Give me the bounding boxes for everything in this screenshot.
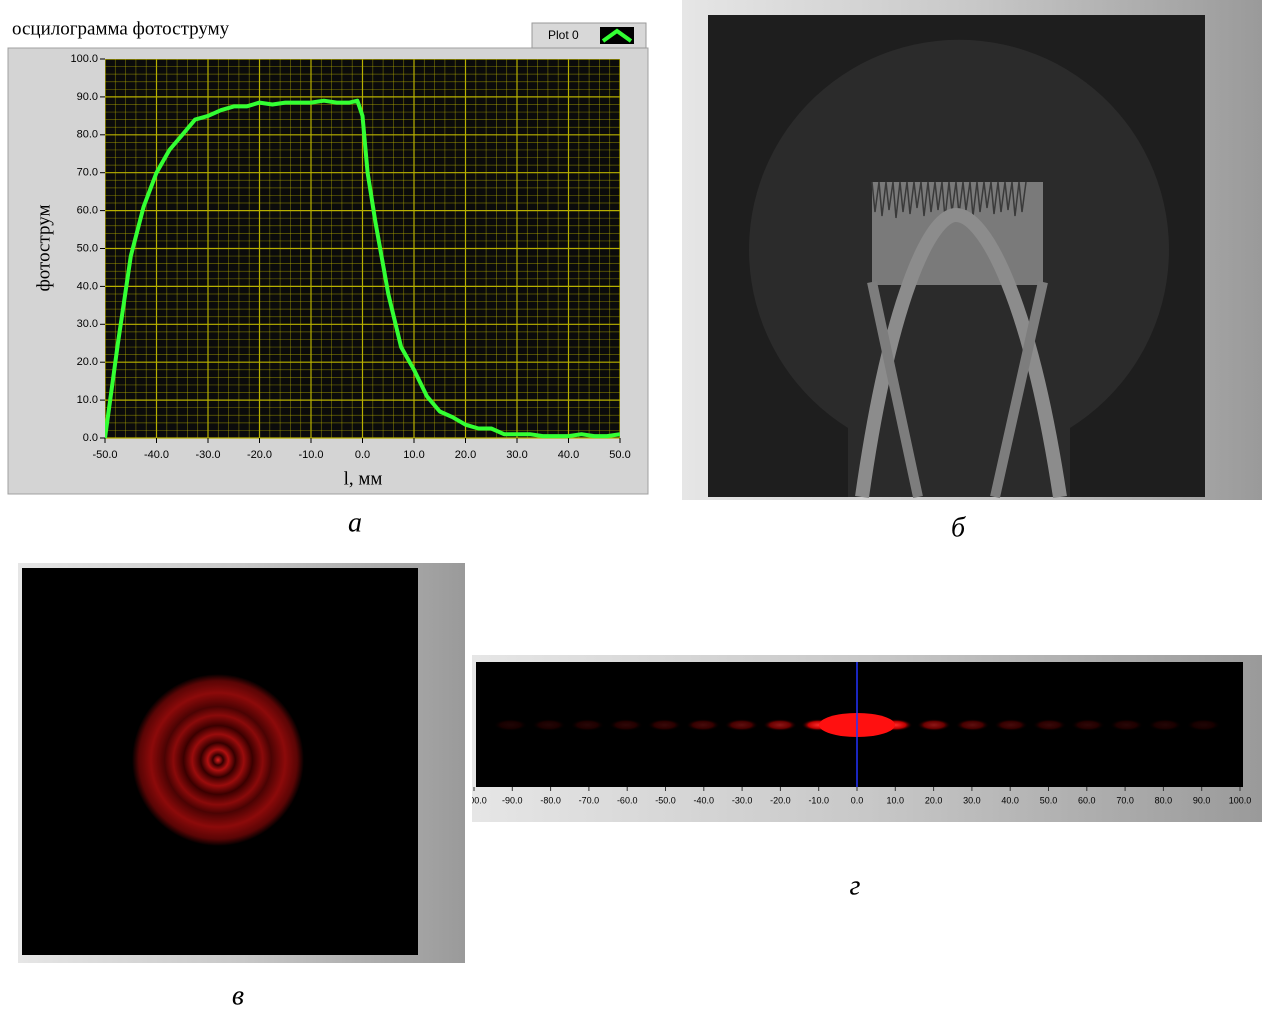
x-tick-label: 50.0 [609, 449, 630, 461]
x-tick-label: -100.0 [461, 795, 487, 805]
side-spot [494, 719, 528, 731]
y-axis-label: фотострум [33, 204, 54, 291]
x-tick-label: -30.0 [732, 795, 753, 805]
side-spot [571, 719, 605, 731]
side-spot [1187, 719, 1221, 731]
x-tick-label: -40.0 [694, 795, 715, 805]
x-tick-label: 30.0 [506, 449, 527, 461]
side-spot [1071, 719, 1105, 731]
x-tick-label: -80.0 [540, 795, 561, 805]
side-spot [917, 719, 951, 731]
y-tick-label: 100.0 [70, 53, 98, 65]
y-tick-label: 90.0 [77, 91, 98, 103]
x-tick-label: 30.0 [963, 795, 981, 805]
x-tick-label: 0.0 [851, 795, 864, 805]
y-tick-label: 60.0 [77, 205, 98, 217]
x-tick-label: -10.0 [808, 795, 829, 805]
diffraction-rings [132, 674, 304, 846]
x-axis-label: l, мм [344, 468, 383, 489]
panel-a: осцилограмма фотоструму Plot 0 l, мм фот… [8, 18, 648, 494]
chart-title: осцилограмма фотоструму [12, 18, 230, 39]
side-spot [532, 719, 566, 731]
x-tick-label: 10.0 [887, 795, 905, 805]
caption: б [951, 512, 966, 543]
side-spot [1033, 719, 1067, 731]
panel-b [682, 0, 1262, 500]
side-spot [648, 719, 682, 731]
x-tick-label: 40.0 [558, 449, 579, 461]
x-tick-label: -20.0 [247, 449, 272, 461]
x-tick-label: 10.0 [403, 449, 424, 461]
side-spot [994, 719, 1028, 731]
figure: осцилограмма фотоструму Plot 0 l, мм фот… [0, 0, 1264, 1014]
x-tick-label: 0.0 [355, 449, 370, 461]
x-tick-label: -10.0 [298, 449, 323, 461]
x-tick-label: 20.0 [455, 449, 476, 461]
y-tick-label: 70.0 [77, 167, 98, 179]
side-spot [763, 719, 797, 731]
panel-d: -100.0 -90.0 -80.0 -70.0 -60.0 -50.0 -40.0 -30.… [461, 655, 1262, 822]
x-tick-label: 90.0 [1193, 795, 1211, 805]
x-tick-label: 40.0 [1001, 795, 1019, 805]
panel-c [18, 563, 465, 963]
x-tick-label: 70.0 [1116, 795, 1134, 805]
x-tick-label: -50.0 [655, 795, 676, 805]
caption: в [232, 980, 244, 1011]
y-tick-label: 40.0 [77, 280, 98, 292]
y-tick-label: 20.0 [77, 356, 98, 368]
y-tick-label: 10.0 [77, 394, 98, 406]
y-tick-label: 0.0 [83, 432, 98, 444]
x-tick-label: 60.0 [1078, 795, 1096, 805]
x-tick-label: -20.0 [770, 795, 791, 805]
side-spot [686, 719, 720, 731]
y-tick-label: 30.0 [77, 318, 98, 330]
x-tick-label: 20.0 [925, 795, 943, 805]
x-tick-label: 50.0 [1040, 795, 1058, 805]
x-tick-label: -70.0 [579, 795, 600, 805]
y-tick-label: 50.0 [77, 242, 98, 254]
x-tick-label: -90.0 [502, 795, 523, 805]
x-tick-label: 80.0 [1155, 795, 1173, 805]
side-spot [1148, 719, 1182, 731]
side-spot [725, 719, 759, 731]
side-spot [609, 719, 643, 731]
x-tick-label: -40.0 [144, 449, 169, 461]
x-tick-label: -50.0 [92, 449, 117, 461]
x-tick-label: -30.0 [195, 449, 220, 461]
x-tick-label: 100.0 [1229, 795, 1252, 805]
side-spot [1110, 719, 1144, 731]
legend-label: Plot 0 [548, 28, 579, 42]
caption: г [850, 870, 861, 901]
caption: а [348, 507, 362, 538]
y-tick-label: 80.0 [77, 129, 98, 141]
x-tick-label: -60.0 [617, 795, 638, 805]
side-spot [956, 719, 990, 731]
